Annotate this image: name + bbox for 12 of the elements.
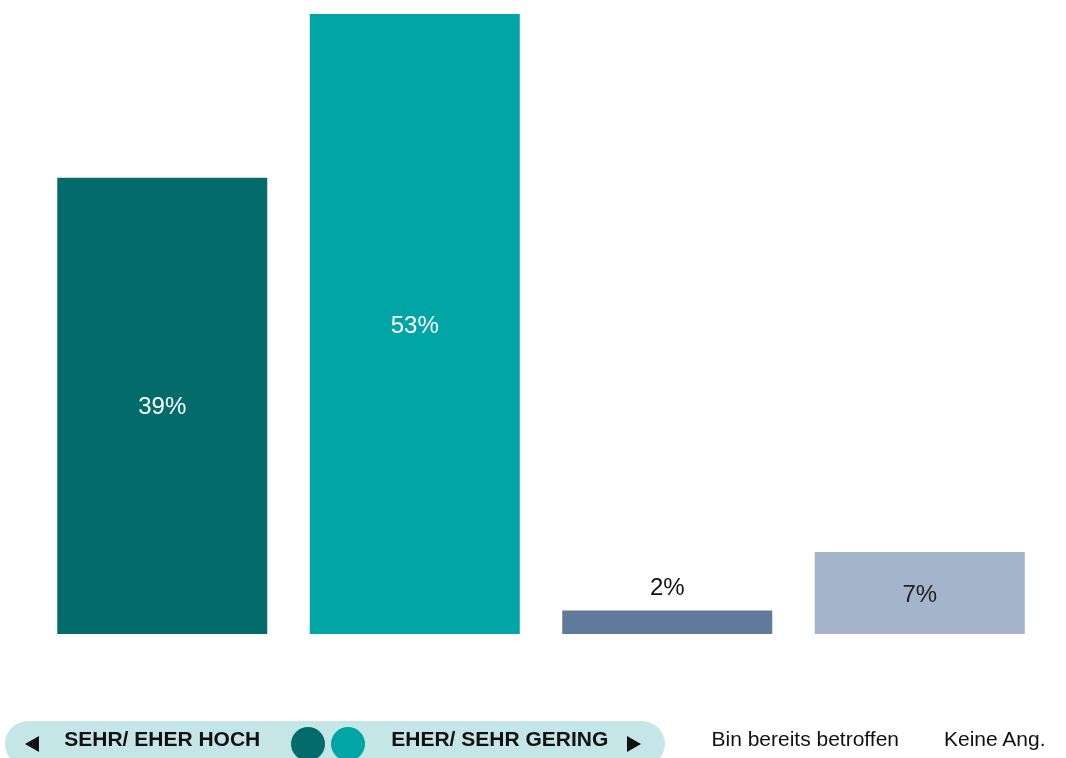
x-tick-label: SEHR/ EHER HOCH (64, 727, 261, 750)
bar (562, 610, 773, 634)
data-label: 2% (649, 573, 685, 601)
data-label: 7% (902, 579, 938, 607)
data-label: 53% (390, 310, 439, 338)
data-label: 39% (138, 392, 187, 420)
x-tick-label: Keine Ang. (943, 727, 1046, 750)
bar (309, 14, 520, 634)
x-tick-label: EHER/ SEHR GERING (391, 727, 609, 750)
x-tick-label: Bin bereits betroffen (711, 727, 900, 750)
bar (814, 552, 1025, 634)
bar (57, 177, 268, 634)
